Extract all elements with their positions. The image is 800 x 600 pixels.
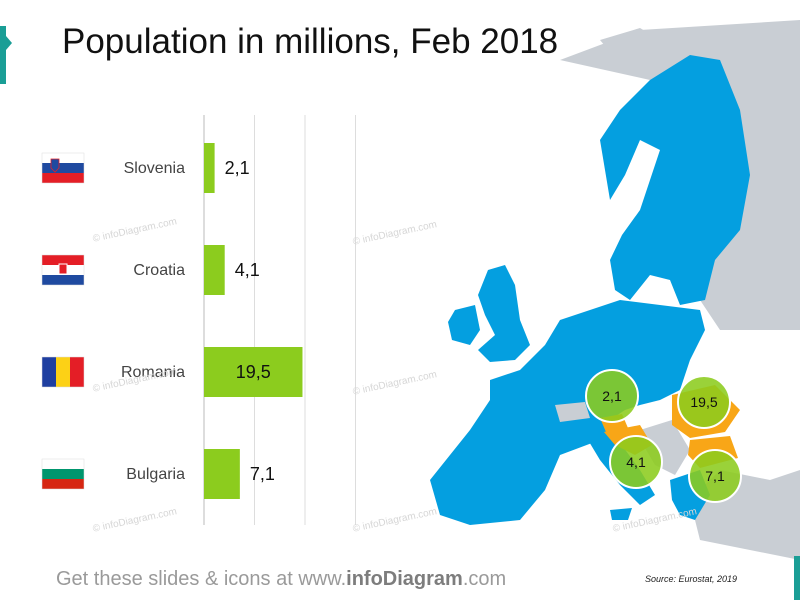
- romania-flag: [41, 356, 85, 388]
- map-bubble: [585, 369, 639, 423]
- ireland: [448, 305, 480, 345]
- category-label: Croatia: [133, 262, 185, 279]
- flag-emblem: [58, 263, 68, 275]
- bar-value-label: 4,1: [235, 260, 260, 280]
- footer: Get these slides & icons at www.infoDiag…: [56, 568, 506, 591]
- title-accent-bar: [0, 26, 6, 84]
- scandinavia: [600, 55, 750, 305]
- iceland-region: [600, 28, 660, 52]
- uk: [478, 265, 530, 362]
- chart-title: Population in millions, Feb 2018: [62, 22, 559, 61]
- flag-emblem: [50, 158, 60, 173]
- bar-value-label: 19,5: [236, 362, 271, 382]
- switzerland: [555, 402, 590, 422]
- map-bubble-label: 2,1: [602, 388, 622, 404]
- flag-stripe: [42, 479, 84, 489]
- flag-stripe: [42, 469, 84, 479]
- europe-map: [430, 20, 800, 560]
- map-bubble-label: 19,5: [690, 394, 717, 410]
- bar: [204, 347, 303, 397]
- map-bubble: [688, 449, 742, 503]
- flag-stripe: [42, 275, 84, 285]
- corner-accent-bar: [794, 556, 800, 600]
- bulgaria-flag: [41, 458, 85, 490]
- map-bubble: [609, 435, 663, 489]
- category-label: Slovenia: [124, 160, 185, 177]
- bar: [204, 245, 225, 295]
- category-label: Romania: [121, 364, 185, 381]
- footer-suffix: .com: [462, 568, 507, 590]
- flag-stripe: [42, 357, 56, 387]
- bar: [204, 449, 240, 499]
- sicily: [610, 508, 632, 520]
- flag-stripe: [56, 357, 70, 387]
- footer-prefix: Get these slides & icons at www.: [56, 568, 347, 590]
- bar-value-label: 7,1: [250, 464, 275, 484]
- flag-stripe: [42, 163, 84, 173]
- footer-brand: infoDiagram: [346, 568, 463, 590]
- flag-stripe: [42, 173, 84, 183]
- title-accent-notch: [6, 36, 12, 50]
- flag-border: [41, 458, 85, 490]
- flag-border: [41, 356, 85, 388]
- map-bubble: [677, 375, 731, 429]
- bar: [204, 143, 215, 193]
- slovenia-flag: [41, 152, 85, 184]
- bar-value-label: 2,1: [225, 158, 250, 178]
- category-label: Bulgaria: [126, 466, 185, 483]
- croatia-flag: [41, 254, 85, 286]
- flag-stripe: [42, 153, 84, 163]
- flag-stripe: [42, 255, 84, 265]
- map-bubble-label: 7,1: [705, 468, 725, 484]
- balkans-non-eu: [640, 420, 690, 475]
- flag-stripe: [70, 357, 84, 387]
- flag-stripe: [42, 459, 84, 469]
- flag-border: [41, 254, 85, 286]
- flag-border: [41, 152, 85, 184]
- source-note: Source: Eurostat, 2019: [645, 574, 738, 584]
- map-bubble-label: 4,1: [626, 454, 646, 470]
